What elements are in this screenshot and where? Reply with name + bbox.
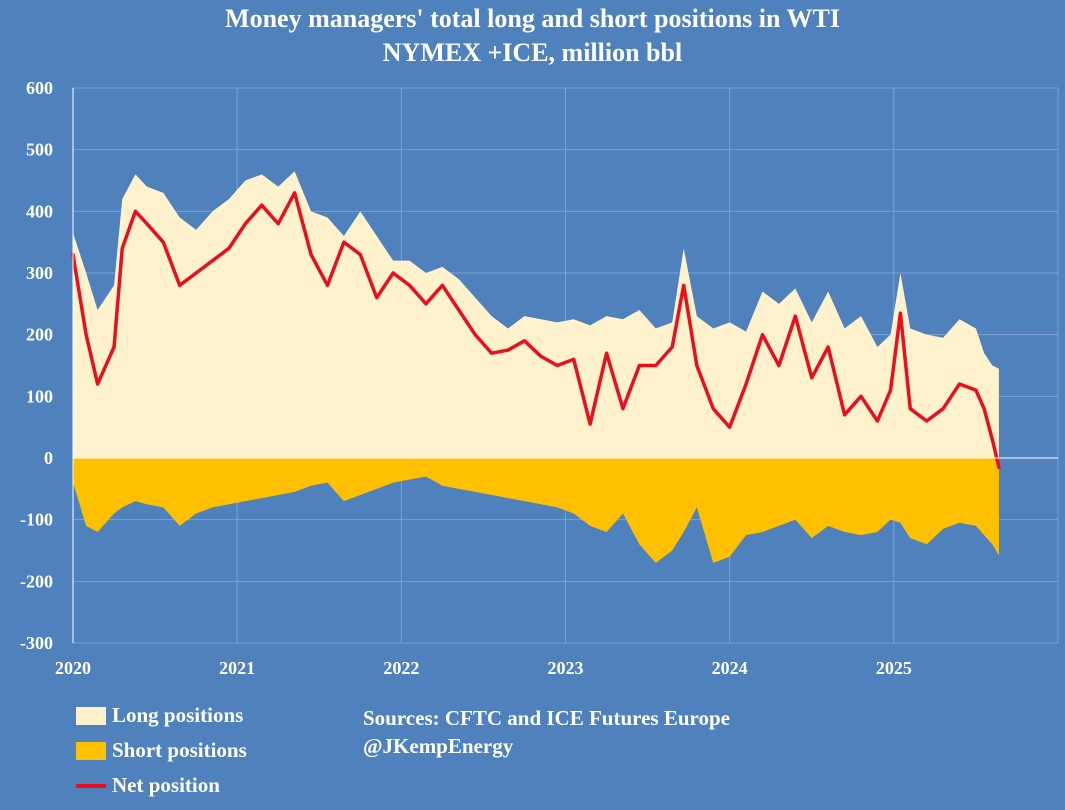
legend-swatch-long (76, 706, 106, 725)
legend-label-short: Short positions (112, 738, 247, 762)
y-tick-label: 400 (26, 201, 53, 221)
legend-swatch-net (76, 783, 106, 788)
legend-label-net: Net position (112, 773, 220, 797)
long-positions-area (73, 171, 999, 458)
legend-label-long: Long positions (112, 703, 244, 727)
y-tick-label: 100 (26, 386, 53, 406)
series-layer (71, 171, 1001, 563)
y-tick-label: -300 (20, 633, 53, 653)
legend: Long positions Short positions Net posit… (76, 698, 316, 803)
x-tick-label: 2023 (548, 658, 584, 678)
legend-item-short: Short positions (76, 733, 316, 768)
x-tick-label: 2021 (219, 658, 255, 678)
legend-swatch-short (76, 741, 106, 760)
y-tick-label: 600 (26, 78, 53, 98)
legend-item-long: Long positions (76, 698, 316, 733)
author-handle: @JKempEnergy (363, 734, 514, 758)
y-tick-label: -100 (20, 510, 53, 530)
x-tick-label: 2025 (876, 658, 912, 678)
chart-title-line2: NYMEX +ICE, million bbl (382, 38, 683, 67)
net-position-line (71, 191, 1001, 469)
y-tick-label: 200 (26, 325, 53, 345)
y-tick-label: 300 (26, 263, 53, 283)
x-tick-label: 2020 (55, 658, 91, 678)
short-positions-area (73, 458, 999, 563)
x-tick-label: 2024 (712, 658, 748, 678)
y-tick-label: 500 (26, 140, 53, 160)
sources-line: Sources: CFTC and ICE Futures Europe (363, 706, 730, 730)
y-tick-label: 0 (44, 448, 53, 468)
legend-item-net: Net position (76, 768, 316, 803)
x-tick-label: 2022 (383, 658, 419, 678)
y-tick-label: -200 (20, 571, 53, 591)
chart-title-line1: Money managers' total long and short pos… (225, 4, 840, 33)
sources-note: Sources: CFTC and ICE Futures Europe @JK… (363, 704, 730, 760)
